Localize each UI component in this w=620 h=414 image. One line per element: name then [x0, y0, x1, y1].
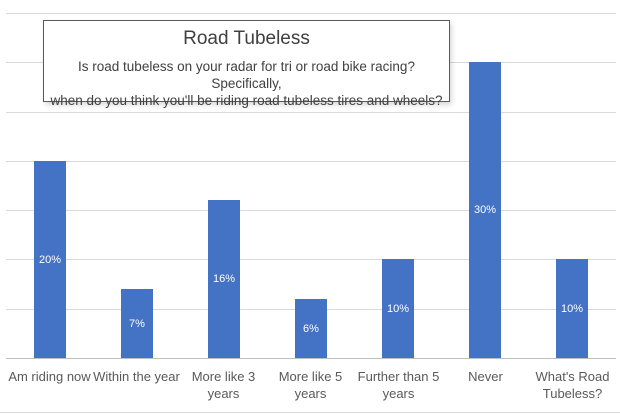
bar-value-label: 16% [212, 273, 236, 285]
gridline [6, 13, 616, 14]
bar[interactable]: 16% [208, 200, 240, 358]
gridline [6, 112, 616, 113]
gridline [6, 210, 616, 211]
bar[interactable]: 6% [295, 299, 327, 358]
x-axis-category-label: Further than 5 years [357, 369, 440, 401]
bar[interactable]: 30% [469, 62, 501, 358]
gridline [6, 161, 616, 162]
x-axis-category-label: What's Road Tubeless? [535, 369, 610, 401]
chart-title: Road Tubeless [183, 28, 310, 49]
bar[interactable]: 7% [121, 289, 153, 358]
chart-subtitle: Is road tubeless on your radar for tri o… [44, 58, 449, 109]
bar[interactable]: 10% [382, 259, 414, 358]
bar-value-label: 20% [38, 253, 62, 266]
bar-value-label: 10% [386, 302, 410, 315]
x-axis-line [6, 358, 616, 359]
bar-value-label: 10% [560, 302, 584, 315]
x-axis-category-label: Am riding now [8, 369, 91, 384]
bar-value-label: 30% [473, 204, 497, 216]
bar[interactable]: 10% [556, 259, 588, 358]
chart-title-box[interactable]: Road Tubeless Is road tubeless on your r… [43, 20, 450, 108]
bar-value-label: 6% [303, 322, 319, 335]
x-axis-category-label: More like 3 years [191, 369, 256, 401]
x-axis-category-label: Within the year [93, 369, 180, 384]
bar[interactable]: 20% [34, 161, 66, 358]
bar-value-label: 7% [129, 317, 145, 330]
chart-bottom-border [0, 412, 620, 413]
x-axis-category-label: Never [468, 369, 503, 384]
chart-subtitle-line-1: Is road tubeless on your radar for tri o… [78, 59, 415, 91]
chart-subtitle-line-2: when do you think you'll be riding road … [50, 93, 443, 108]
x-axis-category-label: More like 5 years [278, 369, 343, 401]
gridline [6, 259, 616, 260]
